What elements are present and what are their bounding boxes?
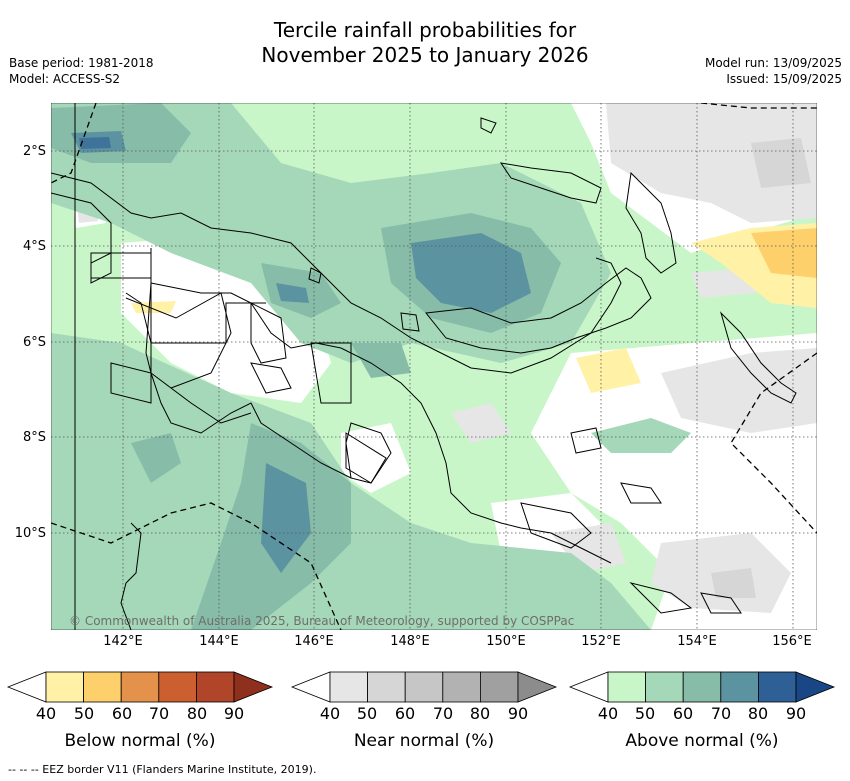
cb-below-tick-60: 60: [111, 704, 133, 723]
meta-right: Model run: 13/09/2025 Issued: 15/09/2025: [705, 55, 842, 87]
eez-footnote: -- -- -- EEZ border V11 (Flanders Marine…: [8, 763, 317, 776]
lon-label-146e: 146°E: [294, 634, 334, 649]
colorbar-swatch: [720, 671, 759, 703]
colorbar-below-min-triangle: [6, 671, 47, 703]
cb-below-tick-50: 50: [73, 704, 95, 723]
cb-below-tick-40: 40: [35, 704, 57, 723]
colorbar-above-min-triangle: [568, 671, 609, 703]
cb-above-tick-50: 50: [634, 704, 656, 723]
colorbar-swatch: [329, 671, 368, 703]
cb-near-tick-50: 50: [356, 704, 378, 723]
colorbar-swatch: [682, 671, 722, 703]
colorbar-below-max-triangle: [233, 671, 274, 703]
province-borders: [74, 103, 387, 630]
colorbar-swatch: [367, 671, 406, 703]
lon-label-144e: 144°E: [199, 634, 239, 649]
map-credit: © Commonwealth of Australia 2025, Bureau…: [69, 614, 574, 628]
colorbars: [6, 671, 836, 703]
colorbar-swatch: [645, 671, 684, 703]
lat-label-2s: 2°S: [22, 144, 46, 159]
colorbar-swatch: [158, 671, 197, 703]
chart-title: Tercile rainfall probabilities for Novem…: [0, 18, 850, 68]
cb-near-tick-70: 70: [432, 704, 454, 723]
above-normal-90-areas: [79, 137, 111, 149]
near-normal-60-areas: [711, 138, 811, 598]
colorbar-swatch: [120, 671, 160, 703]
probability-map: © Commonwealth of Australia 2025, Bureau…: [51, 103, 817, 630]
colorbar-swatch: [479, 671, 519, 703]
cb-above-tick-40: 40: [597, 704, 619, 723]
cb-near-tick-40: 40: [319, 704, 341, 723]
colorbar-below-title: Below normal (%): [64, 731, 216, 751]
cb-above-tick-90: 90: [785, 704, 807, 723]
colorbar-swatch: [607, 671, 646, 703]
colorbar-swatch: [83, 671, 122, 703]
title-line-2: November 2025 to January 2026: [261, 43, 589, 67]
colorbar-near-min-triangle: [290, 671, 331, 703]
colorbar-below: [6, 671, 274, 703]
coastlines: [51, 117, 797, 630]
colorbar-swatch: [442, 671, 481, 703]
title-line-1: Tercile rainfall probabilities for: [273, 18, 577, 42]
lon-label-154e: 154°E: [677, 634, 717, 649]
cb-near-tick-60: 60: [394, 704, 416, 723]
meta-left: Base period: 1981-2018 Model: ACCESS-S2: [9, 55, 154, 87]
colorbar-swatch: [758, 671, 797, 703]
cb-below-tick-90: 90: [223, 704, 245, 723]
colorbar-below-swatches: [45, 671, 235, 703]
eez-borders: [51, 103, 817, 630]
cb-near-tick-90: 90: [507, 704, 529, 723]
lat-label-8s: 8°S: [22, 430, 46, 445]
cb-near-tick-80: 80: [469, 704, 491, 723]
lon-label-142e: 142°E: [103, 634, 143, 649]
colorbar-swatch: [195, 671, 235, 703]
cb-below-tick-70: 70: [148, 704, 170, 723]
model-name: Model: ACCESS-S2: [9, 72, 121, 86]
cb-above-tick-70: 70: [710, 704, 732, 723]
colorbar-swatch: [45, 671, 84, 703]
colorbar-near-swatches: [329, 671, 519, 703]
lat-label-4s: 4°S: [22, 239, 46, 254]
colorbar-near: [290, 671, 558, 703]
lon-label-150e: 150°E: [486, 634, 526, 649]
lon-label-152e: 152°E: [581, 634, 621, 649]
cb-above-tick-60: 60: [672, 704, 694, 723]
colorbar-above-title: Above normal (%): [625, 731, 779, 751]
colorbar-near-title: Near normal (%): [353, 731, 495, 751]
colorbar-swatch: [404, 671, 444, 703]
colorbar-near-max-triangle: [517, 671, 558, 703]
base-period: Base period: 1981-2018: [9, 56, 154, 70]
cb-above-tick-80: 80: [747, 704, 769, 723]
colorbar-above: [568, 671, 836, 703]
lon-label-148e: 148°E: [390, 634, 430, 649]
model-run: Model run: 13/09/2025: [704, 56, 842, 70]
lat-label-6s: 6°S: [22, 335, 46, 350]
lon-label-156e: 156°E: [772, 634, 812, 649]
colorbar-above-swatches: [607, 671, 797, 703]
colorbar-above-max-triangle: [795, 671, 836, 703]
above-normal-80-areas: [71, 131, 531, 573]
cb-below-tick-80: 80: [186, 704, 208, 723]
below-normal-areas: [51, 223, 817, 443]
lat-label-10s: 10°S: [14, 526, 46, 541]
issued-date: Issued: 15/09/2025: [726, 72, 842, 86]
